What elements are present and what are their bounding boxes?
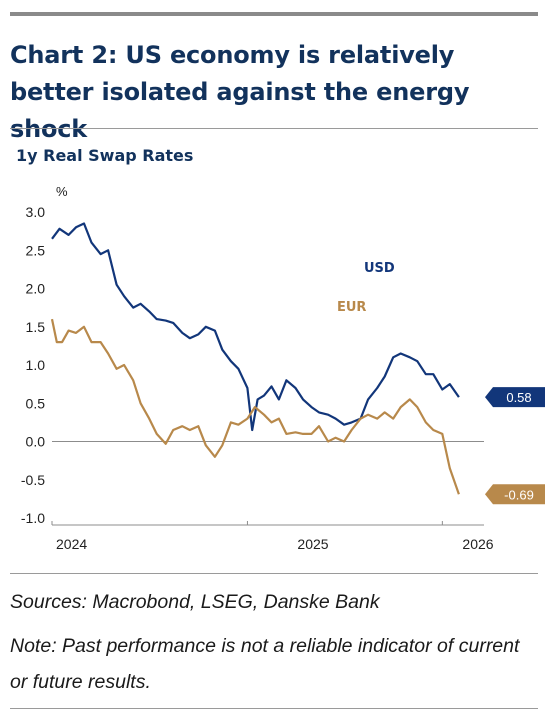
chart-axes: 3.0 2.5 2.0 1.5 1.0 0.5 0.0 -0.5 -1.0% 2024 2025 20… bbox=[21, 184, 494, 552]
chart-bottom-divider bbox=[10, 573, 538, 574]
chart-subtitle: 1y Real Swap Rates bbox=[16, 146, 194, 165]
disclaimer-note: Note: Past performance is not a reliable… bbox=[10, 635, 520, 693]
sources-note: Sources: Macrobond, LSEG, Danske Bank bbox=[10, 591, 380, 613]
series-label-usd: USD bbox=[364, 261, 395, 276]
top-rule bbox=[10, 12, 538, 16]
y-tick-label: -1.0 bbox=[21, 510, 45, 526]
end-value-label-eur: -0.69 bbox=[504, 487, 534, 502]
footer-divider bbox=[10, 708, 538, 709]
y-tick-label: 2.5 bbox=[26, 242, 46, 258]
x-tick-label: 2024 bbox=[56, 536, 87, 552]
end-value-flag-usd bbox=[485, 387, 545, 408]
y-tick-label: 0.5 bbox=[26, 395, 46, 411]
end-value-label-usd: 0.58 bbox=[506, 390, 531, 405]
y-tick-label: 1.5 bbox=[26, 319, 46, 335]
end-value-flag-eur bbox=[485, 484, 545, 505]
y-tick-label: 1.0 bbox=[26, 357, 46, 373]
series-line-usd bbox=[51, 222, 460, 432]
chart-series bbox=[50, 222, 460, 495]
chart-labels: USD EUR 0.58 -0.69 bbox=[337, 261, 545, 505]
y-tick-label: 3.0 bbox=[26, 204, 46, 220]
series-label-eur: EUR bbox=[337, 300, 366, 315]
y-tick-label: 0.0 bbox=[26, 434, 46, 450]
y-axis-unit-label: % bbox=[56, 184, 68, 199]
y-tick-label: -0.5 bbox=[21, 472, 45, 488]
series-line-eur bbox=[50, 318, 460, 495]
y-tick-label: 2.0 bbox=[26, 281, 46, 297]
line-chart: 3.0 2.5 2.0 1.5 1.0 0.5 0.0 -0.5 -1.0% 2024 2025 20… bbox=[21, 184, 545, 552]
chart-title: Chart 2: US economy is relatively better… bbox=[10, 41, 470, 143]
x-tick-label: 2026 bbox=[462, 536, 493, 552]
x-tick-label: 2025 bbox=[297, 536, 328, 552]
header-divider bbox=[10, 128, 538, 129]
